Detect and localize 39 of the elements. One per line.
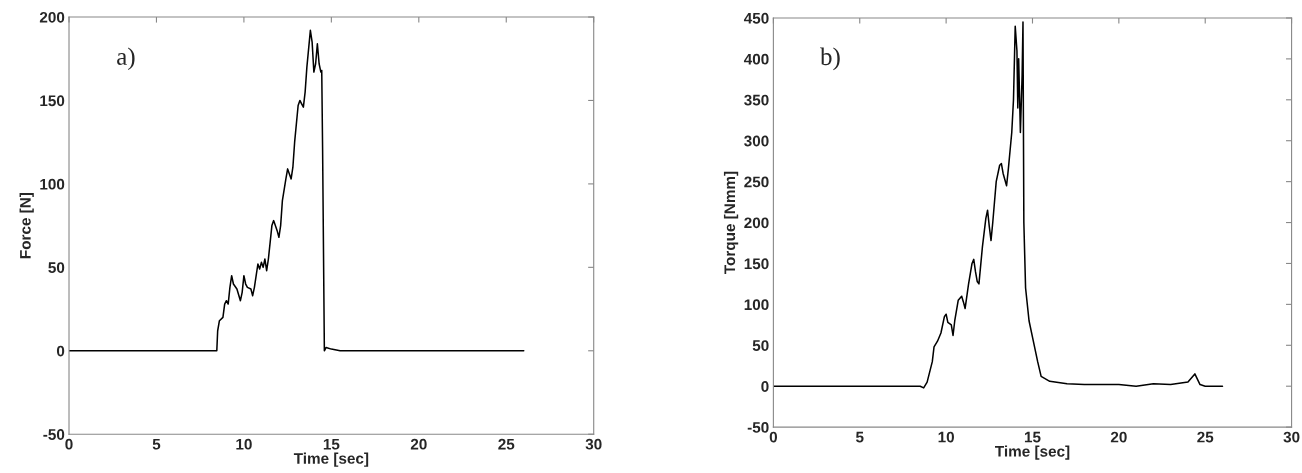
y-tick-label: 150 [40,95,65,107]
x-tick-label: 25 [498,438,515,450]
line-series [69,29,525,352]
x-tick-label: 15 [323,438,340,450]
line-series [773,21,1224,389]
y-axis-title: Force [N] [19,192,34,259]
y-tick-label: 200 [39,11,65,23]
x-tick-label: 15 [1024,431,1041,443]
y-tick-label: 50 [752,340,769,351]
x-tick-label: 5 [152,438,161,450]
y-tick-label: 100 [40,178,65,190]
x-tick-label: 30 [1283,431,1300,443]
x-tick-label: 10 [236,438,252,450]
y-tick-label: 50 [48,262,65,274]
y-tick-label: 0 [761,381,769,392]
annotation: a) [117,47,135,71]
x-tick-label: 0 [65,438,73,450]
y-axis-title: Torque [Nmm] [723,171,739,275]
annotation: b) [820,47,840,71]
x-axis-title: Time [sec] [995,445,1070,460]
x-axis-title: Time [sec] [293,452,369,467]
y-tick-label: 350 [744,94,769,106]
y-tick-label: 450 [743,12,769,24]
x-tick-label: 5 [855,431,864,443]
x-tick-label: 30 [585,438,602,450]
y-tick-label: 200 [744,217,769,229]
y-tick-label: 250 [744,176,769,188]
x-tick-label: 0 [769,431,778,443]
x-tick-label: 20 [1110,431,1127,443]
y-tick-label: 300 [744,135,769,147]
y-tick-label: 150 [744,258,769,270]
y-tick-label: 400 [743,53,769,65]
x-tick-label: 25 [1197,431,1214,443]
y-tick-label: -50 [43,429,65,440]
y-tick-label: 100 [744,299,769,311]
y-tick-label: 0 [56,345,65,357]
y-tick-label: -50 [747,421,769,433]
x-tick-label: 20 [410,438,427,450]
x-tick-label: 10 [938,431,954,443]
